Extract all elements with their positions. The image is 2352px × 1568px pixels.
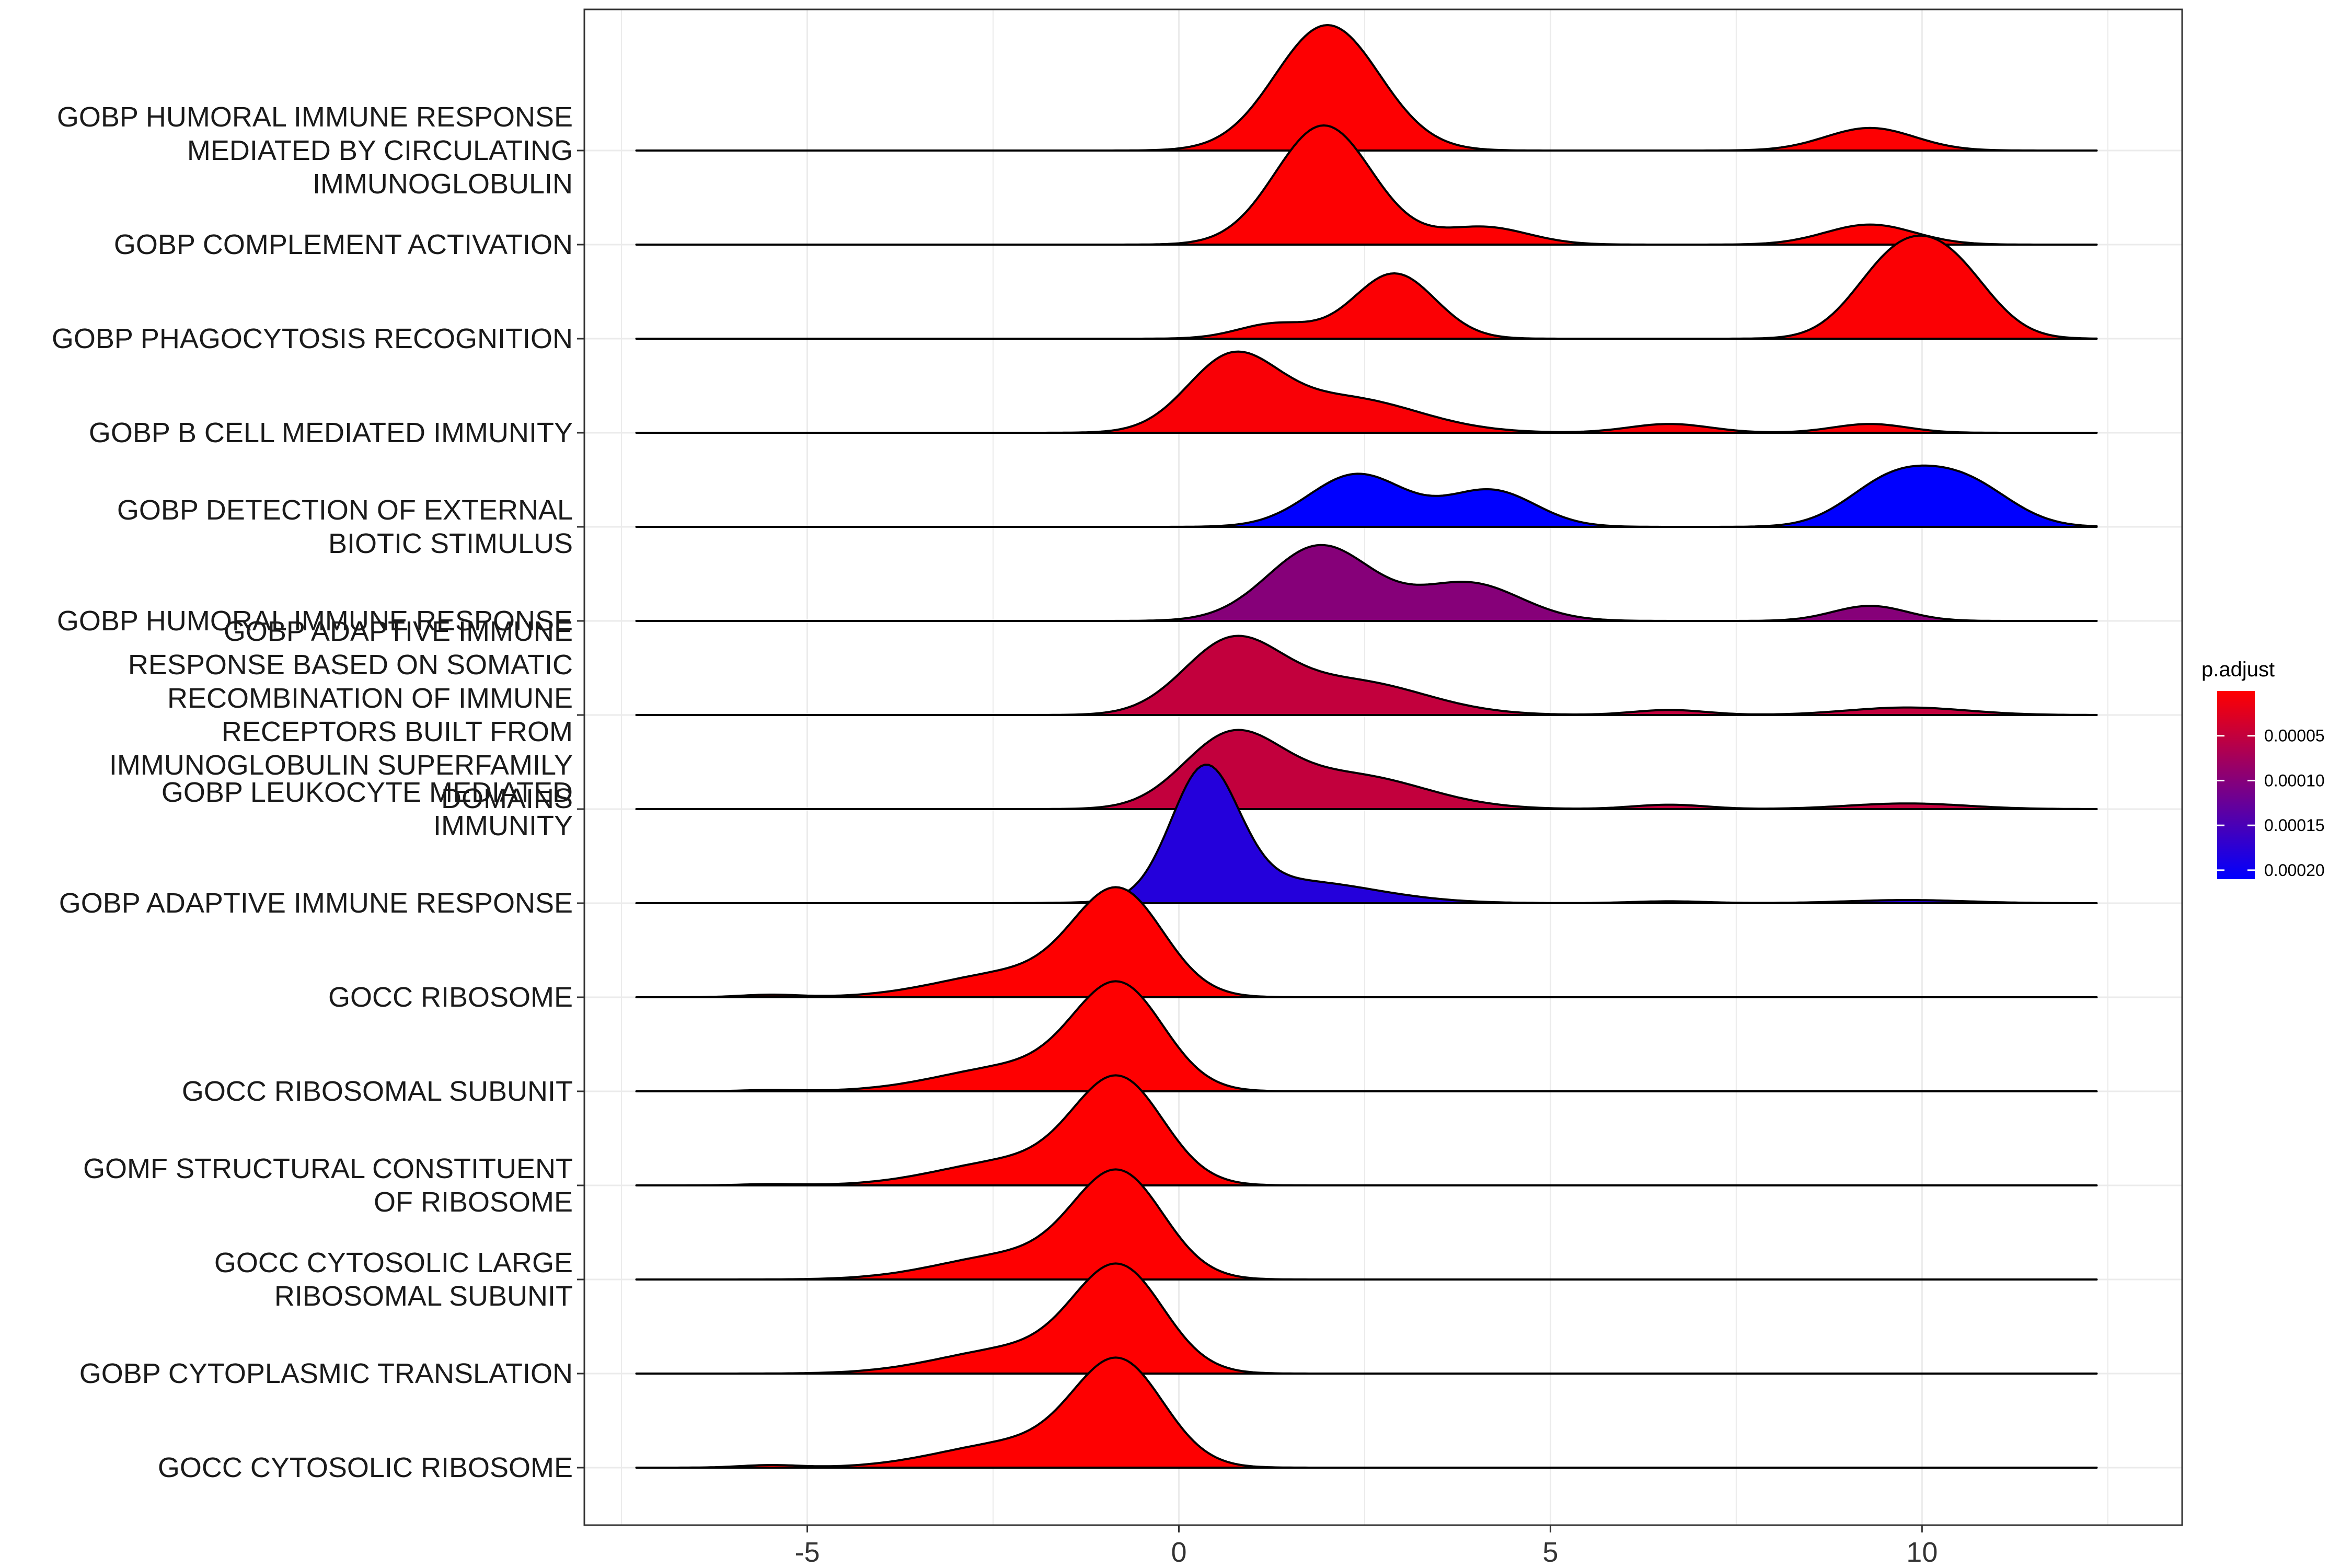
legend-tick-label-2: 0.00015 bbox=[2264, 816, 2325, 835]
x-axis-ticks: -5 0 5 10 bbox=[795, 1525, 1938, 1568]
y-label-14: GOCC CYTOSOLIC RIBOSOME bbox=[158, 1452, 573, 1483]
y-label-line: GOBP CYTOPLASMIC TRANSLATION bbox=[79, 1358, 573, 1389]
y-label-2: GOBP PHAGOCYTOSIS RECOGNITION bbox=[52, 323, 573, 354]
y-label-line: GOCC RIBOSOME bbox=[328, 982, 573, 1013]
y-label-line: RIBOSOMAL SUBUNIT bbox=[274, 1281, 573, 1312]
y-label-line: GOBP HUMORAL IMMUNE RESPONSE bbox=[57, 605, 573, 637]
legend-tick-label-1: 0.00010 bbox=[2264, 771, 2325, 790]
ridge-11 bbox=[635, 1074, 2098, 1186]
y-axis-labels: GOBP HUMORAL IMMUNE RESPONSE MEDIATED BY … bbox=[52, 101, 584, 1483]
legend-title: p.adjust bbox=[2201, 658, 2275, 681]
y-label-line: DOMAINS bbox=[441, 783, 573, 814]
legend-tick-label-3: 0.00020 bbox=[2264, 861, 2325, 880]
y-label-line: GOBP LEUKOCYTE MEDIATED bbox=[162, 777, 573, 808]
ridges bbox=[635, 24, 2098, 1469]
y-label-line: GOBP B CELL MEDIATED IMMUNITY bbox=[89, 417, 573, 448]
y-label-line: GOBP DETECTION OF EXTERNAL bbox=[117, 494, 573, 526]
y-label-10: GOCC RIBOSOMAL SUBUNIT bbox=[182, 1076, 573, 1107]
y-label-9: GOCC RIBOSOME bbox=[328, 982, 573, 1013]
ridge-14 bbox=[635, 1356, 2098, 1469]
ridge-5 bbox=[635, 544, 2098, 622]
legend-tick-label-0: 0.00005 bbox=[2264, 727, 2325, 745]
y-label-5: GOBP HUMORAL IMMUNE RESPONSE bbox=[57, 605, 573, 637]
y-label-3: GOBP B CELL MEDIATED IMMUNITY bbox=[89, 417, 573, 448]
ridge-4 bbox=[635, 464, 2098, 528]
x-tick-label-2: 5 bbox=[1542, 1537, 1558, 1568]
y-label-line: GOCC RIBOSOMAL SUBUNIT bbox=[182, 1076, 573, 1107]
x-tick-label-0: -5 bbox=[795, 1537, 820, 1568]
ridge-12 bbox=[635, 1168, 2098, 1281]
y-label-line: GOCC CYTOSOLIC LARGE bbox=[214, 1247, 573, 1278]
y-label-line: RESPONSE BASED ON SOMATIC bbox=[128, 649, 573, 681]
y-label-line: GOCC CYTOSOLIC RIBOSOME bbox=[158, 1452, 573, 1483]
y-label-11: GOMF STRUCTURAL CONSTITUENT OF RIBOSOME bbox=[83, 1153, 573, 1218]
y-label-line: RECEPTORS BUILT FROM bbox=[222, 716, 573, 747]
ridge-2 bbox=[635, 234, 2098, 340]
y-label-0: GOBP HUMORAL IMMUNE RESPONSE MEDIATED BY … bbox=[57, 101, 573, 200]
y-label-line: BIOTIC STIMULUS bbox=[328, 528, 573, 559]
ridge-1 bbox=[635, 124, 2098, 246]
y-label-line: MEDIATED BY CIRCULATING bbox=[187, 135, 573, 166]
y-label-line: GOBP ADAPTIVE IMMUNE RESPONSE bbox=[59, 887, 573, 919]
y-label-line: IMMUNOGLOBULIN SUPERFAMILY bbox=[109, 750, 573, 781]
panel-border bbox=[583, 8, 2183, 1526]
y-label-8: GOBP ADAPTIVE IMMUNE RESPONSE bbox=[59, 887, 573, 919]
y-label-line: RECOMBINATION OF IMMUNE bbox=[167, 683, 573, 714]
ridge-6 bbox=[635, 635, 2098, 716]
y-label-4: GOBP DETECTION OF EXTERNAL BIOTIC STIMULU… bbox=[117, 494, 573, 559]
ridge-9 bbox=[635, 886, 2098, 998]
y-label-6: GOBP ADAPTIVE IMMUNE RESPONSE BASED ON SO… bbox=[109, 616, 573, 814]
y-label-1: GOBP COMPLEMENT ACTIVATION bbox=[114, 229, 573, 260]
ridge-3 bbox=[635, 350, 2098, 434]
ridge-10 bbox=[635, 980, 2098, 1092]
legend: p.adjust 0.00005 0.00010 0.00015 0.00020 bbox=[2201, 658, 2325, 880]
y-label-13: GOBP CYTOPLASMIC TRANSLATION bbox=[79, 1358, 573, 1389]
ridge-13 bbox=[635, 1262, 2098, 1375]
y-label-12: GOCC CYTOSOLIC LARGE RIBOSOMAL SUBUNIT bbox=[214, 1247, 573, 1312]
ridge-8 bbox=[635, 764, 2098, 904]
ridge-7 bbox=[635, 729, 2098, 810]
legend-colorbar bbox=[2217, 691, 2255, 879]
y-label-7: GOBP LEUKOCYTE MEDIATED IMMUNITY bbox=[162, 777, 573, 841]
y-label-line: IMMUNITY bbox=[433, 810, 573, 841]
y-label-line: OF RIBOSOME bbox=[374, 1186, 573, 1218]
x-tick-label-1: 0 bbox=[1171, 1537, 1186, 1568]
y-label-line: GOMF STRUCTURAL CONSTITUENT bbox=[83, 1153, 573, 1184]
y-label-line: IMMUNOGLOBULIN bbox=[313, 168, 573, 200]
y-label-line: GOBP ADAPTIVE IMMUNE bbox=[224, 616, 573, 647]
y-label-line: GOBP HUMORAL IMMUNE RESPONSE bbox=[57, 101, 573, 133]
x-tick-label-3: 10 bbox=[1906, 1537, 1938, 1568]
y-label-line: GOBP PHAGOCYTOSIS RECOGNITION bbox=[52, 323, 573, 354]
ridge-0 bbox=[635, 24, 2098, 152]
y-label-line: GOBP COMPLEMENT ACTIVATION bbox=[114, 229, 573, 260]
